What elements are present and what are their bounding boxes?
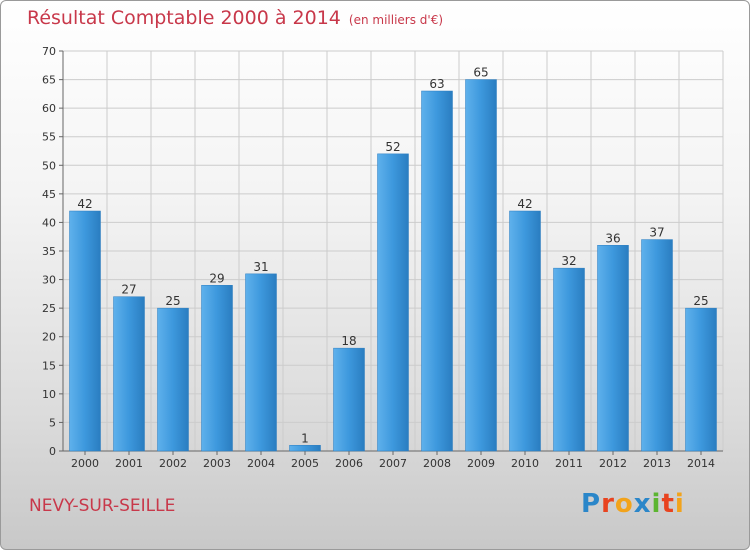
bar-2007: [377, 153, 409, 452]
x-tick-label: 2009: [467, 457, 495, 470]
logo-letter: i: [651, 489, 662, 519]
title-unit: (en milliers d'€): [348, 13, 444, 27]
y-tick-label: 0: [49, 445, 56, 458]
bar-2013: [641, 239, 673, 452]
logo-letter: P: [581, 489, 602, 519]
bar-2011: [553, 267, 585, 452]
x-tick-label: 2014: [687, 457, 715, 470]
axes: 0 5 10 15 20 25 30 35 40 45 50 55 60 65 70 2000 2001 2002…: [42, 45, 723, 470]
bar-2012: [597, 245, 629, 452]
x-tick-label: 2002: [159, 457, 187, 470]
y-tick-label: 25: [42, 302, 56, 315]
data-label: 25: [693, 294, 708, 308]
x-tick-label: 2001: [115, 457, 143, 470]
y-tick-label: 15: [42, 359, 56, 372]
data-label: 31: [253, 260, 268, 274]
logo-letter: i: [674, 489, 685, 519]
x-tick-label: 2006: [335, 457, 363, 470]
data-label: 29: [209, 271, 224, 285]
y-tick-label: 55: [42, 131, 56, 144]
bar-2010: [509, 210, 541, 452]
logo-letter: o: [614, 489, 634, 519]
y-tick-label: 10: [42, 388, 56, 401]
data-label: 37: [649, 226, 664, 240]
logo-letter: t: [661, 489, 675, 519]
bar-2009: [465, 79, 497, 452]
logo-letter: x: [633, 489, 652, 519]
bars: [69, 79, 717, 452]
bar-2000: [69, 210, 101, 452]
x-tick-label: 2013: [643, 457, 671, 470]
data-label: 32: [561, 254, 576, 268]
y-tick-label: 20: [42, 331, 56, 344]
y-tick-label: 5: [49, 416, 56, 429]
data-label: 63: [429, 77, 444, 91]
x-tick-label: 2003: [203, 457, 231, 470]
x-tick-label: 2011: [555, 457, 583, 470]
x-tick-label: 2008: [423, 457, 451, 470]
y-tick-label: 70: [42, 45, 56, 58]
y-tick-label: 30: [42, 274, 56, 287]
bar-2002: [157, 307, 189, 452]
logo-letter: r: [601, 489, 615, 519]
data-label: 52: [385, 140, 400, 154]
data-label: 18: [341, 334, 356, 348]
x-tick-label: 2007: [379, 457, 407, 470]
bar-2006: [333, 347, 365, 452]
x-tick-label: 2012: [599, 457, 627, 470]
bar-2014: [685, 307, 717, 452]
bar-2004: [245, 273, 277, 452]
data-label: 42: [77, 197, 92, 211]
y-tick-label: 45: [42, 188, 56, 201]
x-tick-label: 2010: [511, 457, 539, 470]
chart-title: Résultat Comptable 2000 à 2014 (en millie…: [27, 7, 443, 29]
data-label: 1: [301, 431, 309, 445]
x-tick-label: 2000: [71, 457, 99, 470]
y-tick-label: 65: [42, 74, 56, 87]
data-labels: 42 27 25 29 31 1 18 52 63 65 42 32 36 37 25: [77, 66, 708, 446]
data-label: 27: [121, 283, 136, 297]
y-tick-label: 60: [42, 102, 56, 115]
city-name: NEVY-SUR-SEILLE: [29, 496, 176, 516]
data-label: 65: [473, 66, 488, 80]
data-label: 25: [165, 294, 180, 308]
data-label: 36: [605, 231, 620, 245]
data-label: 42: [517, 197, 532, 211]
x-tick-label: 2005: [291, 457, 319, 470]
bar-2005: [289, 445, 321, 452]
y-tick-label: 50: [42, 159, 56, 172]
y-tick-label: 40: [42, 216, 56, 229]
title-text: Résultat Comptable 2000 à 2014: [27, 7, 341, 29]
proxiti-logo: Proxiti: [581, 489, 685, 519]
x-tick-label: 2004: [247, 457, 275, 470]
bar-2008: [421, 90, 453, 452]
bar-2003: [201, 285, 233, 452]
bar-2001: [113, 296, 145, 452]
y-tick-label: 35: [42, 245, 56, 258]
